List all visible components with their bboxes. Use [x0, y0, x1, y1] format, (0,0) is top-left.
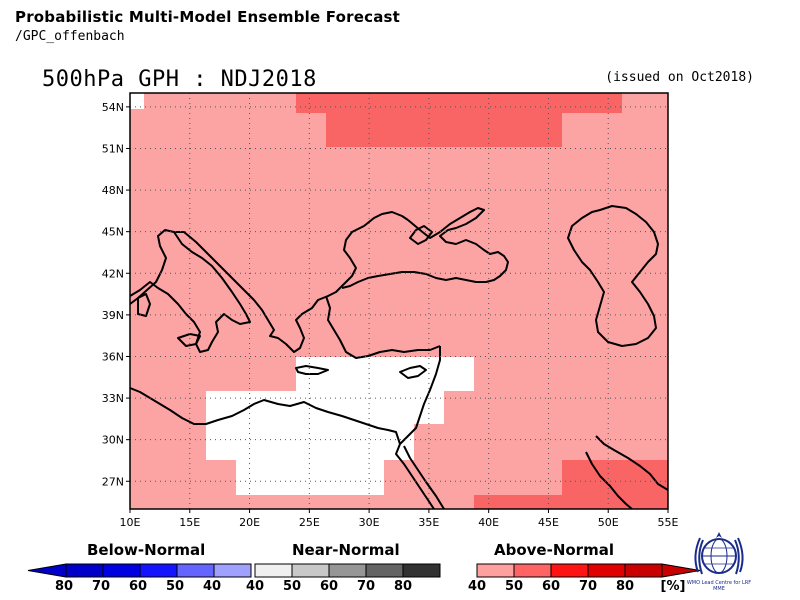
crimea-coastline — [409, 225, 433, 245]
legend-swatch-near — [291, 563, 330, 578]
levant-coastline — [395, 346, 441, 510]
lon-label: 35E — [418, 516, 439, 529]
lat-label: 33N — [102, 392, 124, 405]
legend-number-above: 80 — [615, 579, 635, 594]
legend-near-title: Near-Normal — [292, 541, 400, 559]
legend-number-near: 50 — [282, 579, 302, 594]
legend-above-normal-bar — [476, 563, 701, 578]
lon-label: 25E — [299, 516, 320, 529]
caspian-sea-coastline — [567, 205, 659, 347]
legend-number-near: 70 — [356, 579, 376, 594]
legend-swatch-above — [587, 563, 626, 578]
legend-swatch-above — [476, 563, 515, 578]
legend-swatch-below — [102, 563, 141, 578]
legend-swatch-above — [624, 563, 663, 578]
persian-gulf-coastline — [585, 435, 669, 510]
red-sea-coastline — [403, 445, 445, 510]
legend-number-below: 70 — [91, 579, 111, 594]
lat-label: 51N — [102, 142, 124, 155]
longitude-labels: 10E 15E 20E 25E 30E 35E 40E 45E 50E 55E — [120, 516, 679, 529]
near-normal-corner-area — [130, 93, 144, 109]
legend-swatch-below — [176, 563, 215, 578]
lon-label: 50E — [598, 516, 619, 529]
coastlines — [129, 205, 669, 510]
crete-island — [295, 365, 329, 375]
lon-label: 15E — [179, 516, 200, 529]
lon-label: 40E — [478, 516, 499, 529]
legend-swatch-below — [213, 563, 252, 578]
lat-label: 45N — [102, 226, 124, 239]
lon-label: 20E — [239, 516, 260, 529]
legend-arrow-right — [661, 563, 701, 578]
legend-number-near: 80 — [393, 579, 413, 594]
legend-below-normal-bar — [27, 563, 252, 578]
centre-label: /GPC_offenbach — [15, 29, 125, 44]
legend-swatch-below — [139, 563, 178, 578]
issued-label: (issued on Oct2018) — [605, 70, 754, 85]
latitude-labels: 54N 51N 48N 45N 42N 39N 36N 33N 30N 27N — [102, 101, 124, 488]
product-title: Probabilistic Multi-Model Ensemble Forec… — [15, 8, 401, 26]
legend-number-near: 40 — [245, 579, 265, 594]
sicily-island — [177, 333, 201, 347]
legend-swatch-near — [328, 563, 367, 578]
legend-number-below: 60 — [128, 579, 148, 594]
cyprus-island — [399, 365, 427, 379]
lon-label: 10E — [120, 516, 141, 529]
lon-label: 45E — [538, 516, 559, 529]
legend-number-below: 50 — [165, 579, 185, 594]
logo-caption: WMO Lead Centre for LRF MME — [686, 580, 752, 592]
lat-label: 39N — [102, 309, 124, 322]
legend-swatch-near — [254, 563, 293, 578]
lon-label: 55E — [658, 516, 679, 529]
italy-coastline — [129, 229, 251, 353]
legend-number-above: 70 — [578, 579, 598, 594]
near-normal-area — [206, 357, 474, 495]
legend-number-below: 40 — [202, 579, 222, 594]
legend-near-normal-bar — [254, 563, 441, 578]
legend-number-above: 40 — [467, 579, 487, 594]
legend-swatch-near — [402, 563, 441, 578]
legend-number-near: 60 — [319, 579, 339, 594]
lat-label: 30N — [102, 434, 124, 447]
turkey-coastline — [325, 295, 441, 359]
north-africa-coastline — [129, 387, 401, 445]
balkan-coastline — [174, 211, 409, 353]
lat-label: 27N — [102, 475, 124, 488]
wmo-emblem-icon — [688, 528, 750, 598]
legend-swatch-near — [365, 563, 404, 578]
legend-above-title: Above-Normal — [494, 541, 614, 559]
map-title: 500hPa GPH : NDJ2018 — [42, 67, 317, 92]
legend-below-title: Below-Normal — [87, 541, 206, 559]
lat-label: 54N — [102, 101, 124, 114]
lon-label: 30E — [359, 516, 380, 529]
legend-unit: [%] — [660, 579, 686, 594]
lat-label: 42N — [102, 267, 124, 280]
legend-swatch-above — [550, 563, 589, 578]
sardinia-island — [137, 293, 151, 317]
legend-swatch-below — [65, 563, 104, 578]
map-frame — [129, 92, 669, 510]
legend-swatch-above — [513, 563, 552, 578]
black-sea-coastline — [341, 207, 509, 289]
lat-label: 48N — [102, 184, 124, 197]
legend-number-above: 50 — [504, 579, 524, 594]
legend-number-above: 60 — [541, 579, 561, 594]
lat-label: 36N — [102, 350, 124, 363]
legend-arrow-left — [27, 563, 67, 578]
legend-number-below: 80 — [54, 579, 74, 594]
